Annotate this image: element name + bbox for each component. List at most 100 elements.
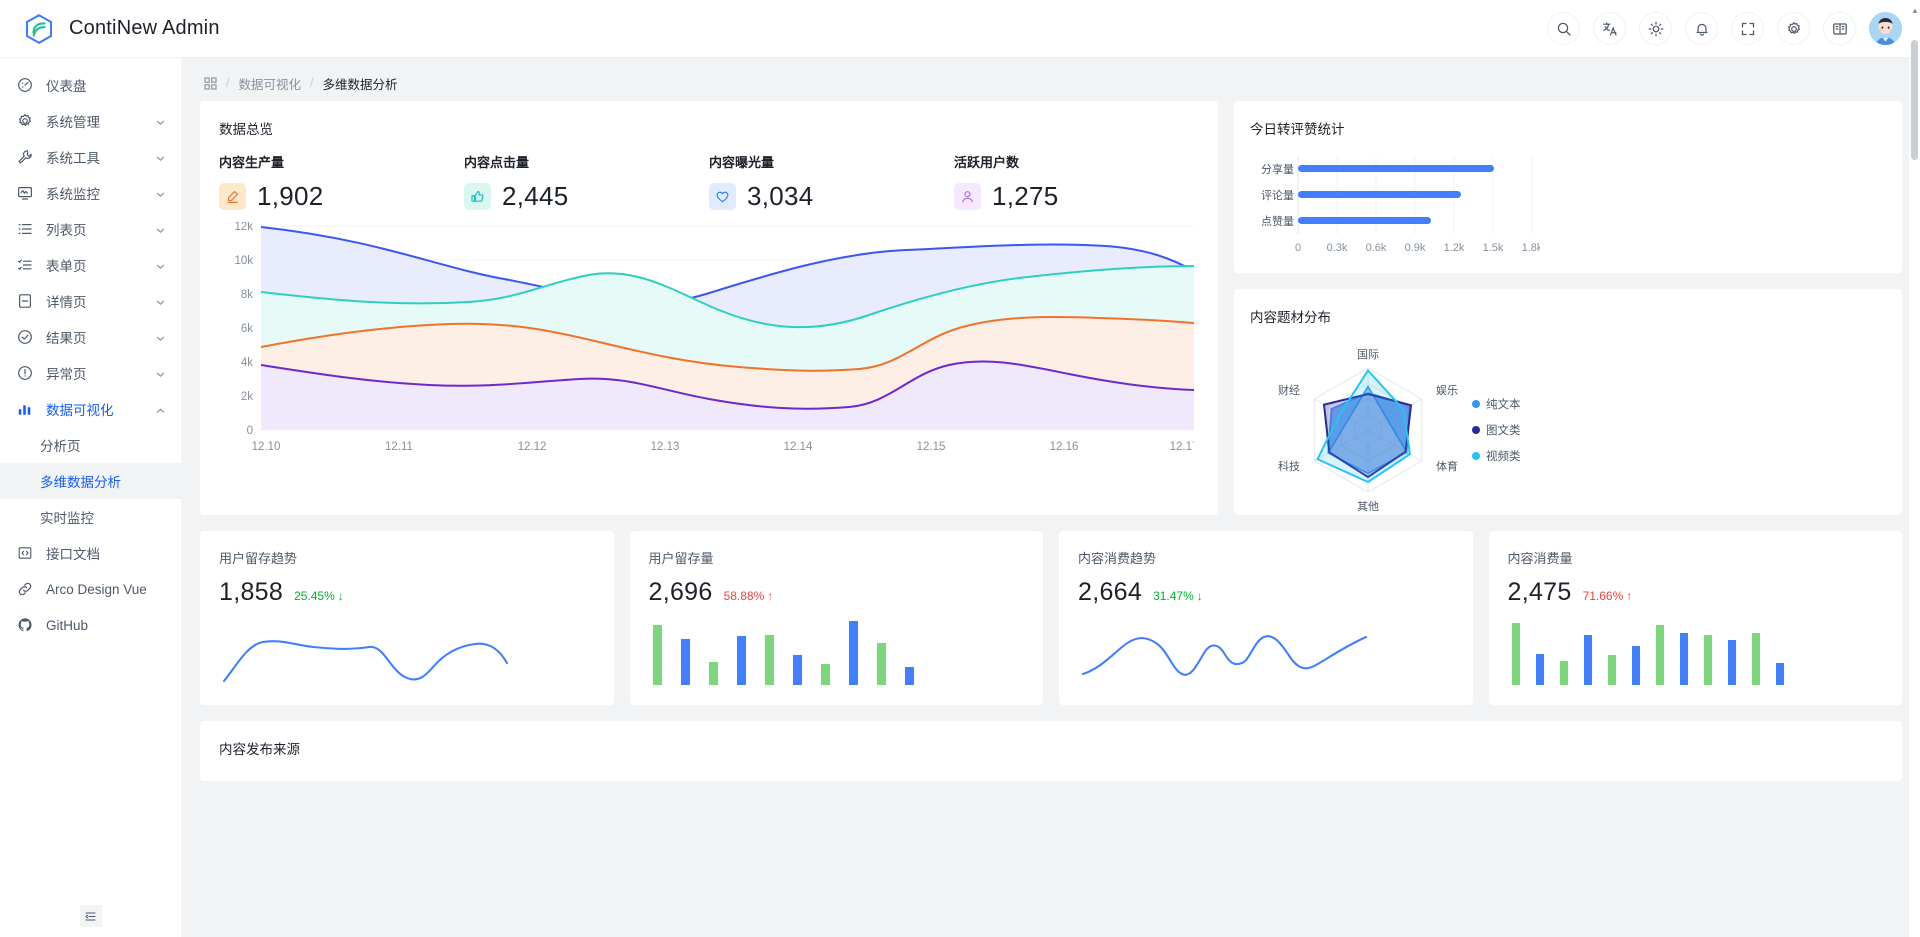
sidebar-item-arco-design-vue[interactable]: Arco Design Vue: [0, 571, 181, 607]
stat-label: 活跃用户数: [954, 155, 1020, 170]
svg-text:12.13: 12.13: [651, 441, 680, 453]
arrow-up-icon: ↑: [767, 589, 774, 603]
svg-text:0.9k: 0.9k: [1405, 242, 1426, 254]
sidebar-item-detail-pages[interactable]: 详情页: [0, 283, 181, 319]
stat-label: 内容点击量: [464, 155, 530, 170]
sidebar-item-api-docs[interactable]: 接口文档: [0, 535, 181, 571]
today-interaction-title: 今日转评赞统计: [1250, 122, 1345, 137]
stat-content-production: 内容生产量 1,902: [219, 152, 464, 212]
today-interaction-bar-chart: 分享量 评论量 点赞量 0 0.3k 0.6k 0.9k 1.2k 1.5k 1.8k: [1250, 152, 1886, 267]
monitor-icon: [17, 185, 33, 201]
content-topic-card: 内容题材分布: [1234, 289, 1902, 515]
stat-content-exposure: 内容曝光量 3,034: [709, 152, 954, 212]
svg-text:分享量: 分享量: [1261, 162, 1294, 176]
avatar[interactable]: [1869, 12, 1902, 45]
sidebar-item-result-pages[interactable]: 结果页: [0, 319, 181, 355]
scroll-up-arrow-icon[interactable]: ▲: [1911, 6, 1919, 15]
mini-card-user-retention-count: 用户留存量 2,696 58.88% ↑: [629, 531, 1043, 705]
sidebar-item-label: 数据可视化: [46, 403, 114, 418]
mini-card-value: 2,664: [1078, 578, 1143, 606]
sidebar-collapse-button[interactable]: [79, 905, 102, 927]
svg-text:12.17: 12.17: [1170, 441, 1194, 453]
exclamation-circle-icon: [17, 365, 33, 381]
stat-value: 1,902: [257, 181, 324, 211]
bar-chart-icon: [17, 401, 33, 417]
brand[interactable]: ContiNew Admin: [22, 12, 220, 46]
sidebar: 仪表盘 系统管理: [0, 58, 182, 937]
sidebar-subitem-label: 分析页: [40, 439, 81, 454]
sidebar-item-github[interactable]: GitHub: [0, 607, 181, 643]
chevron-down-icon: [155, 116, 166, 127]
svg-text:12.12: 12.12: [518, 441, 547, 453]
sidebar-item-system-management[interactable]: 系统管理: [0, 103, 181, 139]
sidebar-item-form-pages[interactable]: 表单页: [0, 247, 181, 283]
mini-card-value: 2,475: [1507, 578, 1572, 606]
page-scrollbar[interactable]: ▲: [1909, 0, 1920, 937]
mini-card-title: 用户留存量: [648, 551, 714, 566]
breadcrumb-item-data-visualization[interactable]: 数据可视化: [238, 77, 301, 92]
chevron-down-icon: [155, 152, 166, 163]
mini-card-value: 1,858: [219, 578, 284, 606]
sidebar-item-data-visualization[interactable]: 数据可视化: [0, 391, 181, 427]
stat-label: 内容曝光量: [709, 155, 775, 170]
svg-text:10k: 10k: [234, 255, 253, 267]
sidebar-item-label: GitHub: [46, 617, 89, 633]
sidebar-item-label: 仪表盘: [46, 79, 87, 94]
mini-card-title: 用户留存趋势: [219, 551, 298, 566]
mini-card-content-consumption-trend: 内容消费趋势 2,664 31.47% ↓: [1059, 531, 1473, 705]
book-icon[interactable]: [1823, 12, 1856, 45]
radar-axis-label: 科技: [1278, 459, 1300, 473]
svg-text:0: 0: [1295, 242, 1301, 254]
delta-value: 25.45%: [294, 589, 335, 603]
translate-icon[interactable]: [1593, 12, 1626, 45]
sidebar-item-list-pages[interactable]: 列表页: [0, 211, 181, 247]
header-toolbar: [1547, 12, 1902, 45]
sidebar-item-label: 列表页: [46, 223, 87, 238]
code-icon: [17, 545, 33, 561]
fullscreen-icon[interactable]: [1731, 12, 1764, 45]
sidebar-item-exception-pages[interactable]: 异常页: [0, 355, 181, 391]
chevron-down-icon: [155, 296, 166, 307]
gear-icon: [17, 113, 33, 129]
sidebar-item-system-monitor[interactable]: 系统监控: [0, 175, 181, 211]
svg-text:0.3k: 0.3k: [1327, 242, 1348, 254]
content-area: / 数据可视化 / 多维数据分析 数据总览 内容生产量: [182, 58, 1920, 937]
sidebar-item-dashboard[interactable]: 仪表盘: [0, 67, 181, 103]
chevron-down-icon: [155, 188, 166, 199]
sidebar-item-label: Arco Design Vue: [46, 581, 147, 597]
sidebar-subitem-multi-dim-analysis[interactable]: 多维数据分析: [0, 463, 181, 499]
stat-value: 1,275: [992, 181, 1059, 211]
sidebar-item-label: 详情页: [46, 295, 87, 310]
content-source-card: 内容发布来源: [200, 721, 1902, 781]
bar-like: [1298, 217, 1431, 224]
breadcrumb-item-current: 多维数据分析: [322, 77, 398, 92]
detail-icon: [17, 293, 33, 309]
mini-line-chart: [219, 619, 595, 692]
svg-text:4k: 4k: [241, 357, 253, 369]
gear-icon[interactable]: [1777, 12, 1810, 45]
app-logo-icon: [22, 12, 56, 46]
sun-icon[interactable]: [1639, 12, 1672, 45]
sidebar-subitem-realtime-monitor[interactable]: 实时监控: [0, 499, 181, 535]
sidebar-item-label: 表单页: [46, 259, 87, 274]
search-icon[interactable]: [1547, 12, 1580, 45]
sidebar-item-system-tools[interactable]: 系统工具: [0, 139, 181, 175]
bell-icon[interactable]: [1685, 12, 1718, 45]
scroll-thumb[interactable]: [1911, 40, 1918, 160]
apps-icon[interactable]: [204, 76, 217, 90]
svg-text:1.8k: 1.8k: [1522, 242, 1540, 254]
breadcrumb-separator: /: [226, 76, 230, 90]
svg-text:2k: 2k: [241, 391, 253, 403]
radar-axis-label: 财经: [1278, 383, 1300, 397]
svg-text:0.6k: 0.6k: [1366, 242, 1387, 254]
mini-bar-chart: [1508, 619, 1884, 692]
radar-legend-item: 纯文本: [1486, 397, 1521, 411]
thumbs-up-icon: [464, 183, 491, 210]
mini-card-delta: 25.45% ↓: [294, 589, 344, 603]
form-icon: [17, 257, 33, 273]
svg-text:6k: 6k: [241, 323, 253, 335]
dashboard-grid: 数据总览 内容生产量 1,902: [182, 101, 1920, 797]
sidebar-subitem-analysis[interactable]: 分析页: [0, 427, 181, 463]
svg-text:12.15: 12.15: [917, 441, 946, 453]
